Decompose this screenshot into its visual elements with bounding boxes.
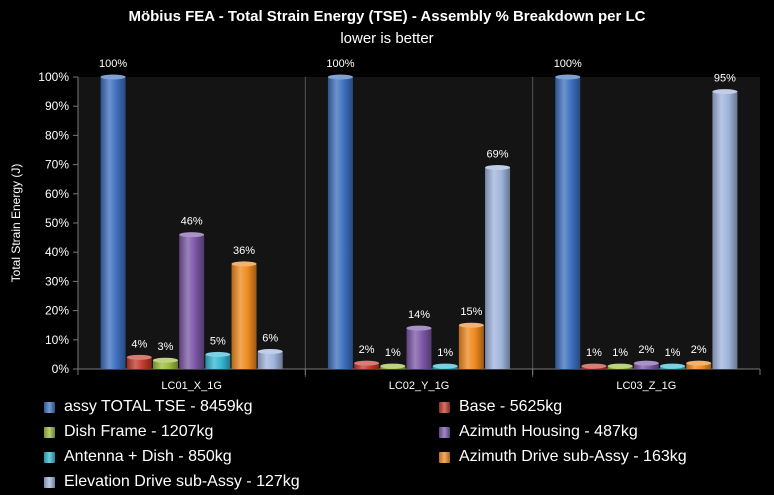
- bar-cap: [581, 363, 607, 369]
- legend-label: Elevation Drive sub-Assy - 127kg: [64, 473, 300, 490]
- bar-cap: [607, 363, 633, 369]
- y-tick-label: 40%: [45, 245, 69, 259]
- legend-label: Azimuth Housing - 487kg: [459, 423, 638, 440]
- chart-title: Möbius FEA - Total Strain Energy (TSE) -…: [128, 8, 646, 25]
- legend-item: assy TOTAL TSE - 8459kg: [44, 398, 253, 416]
- legend-swatch: [44, 476, 55, 488]
- legend-item: Base - 5625kg: [439, 398, 562, 416]
- bar-4-LC02_Y_1G: [406, 328, 432, 369]
- data-label: 100%: [99, 58, 127, 70]
- data-label: 3%: [158, 341, 174, 353]
- bar-cap: [686, 360, 712, 366]
- bar-6-LC01_X_1G: [231, 263, 257, 369]
- data-label: 5%: [210, 335, 226, 347]
- bar-cap: [179, 232, 205, 238]
- bar-cap: [152, 357, 178, 363]
- bar-7-LC02_Y_1G: [485, 167, 511, 369]
- bar-cap: [406, 325, 432, 331]
- legend-item: Dish Frame - 1207kg: [44, 423, 213, 441]
- legend-label: Base - 5625kg: [459, 398, 563, 415]
- y-tick-label: 10%: [45, 333, 69, 347]
- bar-1-LC01_X_1G: [100, 77, 126, 369]
- legend-item: Elevation Drive sub-Assy - 127kg: [44, 473, 300, 491]
- chart-subtitle: lower is better: [340, 30, 434, 47]
- legend-item: Azimuth Drive sub-Assy - 163kg: [439, 448, 687, 466]
- bar-5-LC01_X_1G: [205, 354, 231, 369]
- bar-cap: [458, 322, 484, 328]
- legend-swatch: [439, 401, 450, 413]
- bar-7-LC03_Z_1G: [712, 91, 738, 369]
- x-tick-label: LC02_Y_1G: [389, 380, 450, 392]
- legend-label: Azimuth Drive sub-Assy - 163kg: [459, 448, 687, 465]
- bar-cap: [354, 360, 380, 366]
- bar-cap: [660, 363, 686, 369]
- x-tick-label: LC01_X_1G: [161, 380, 222, 392]
- data-label: 1%: [385, 347, 401, 359]
- bar-cap: [432, 363, 458, 369]
- data-label: 36%: [233, 245, 255, 257]
- y-tick-label: 90%: [45, 99, 69, 113]
- bar-cap: [712, 89, 738, 95]
- legend-label: Dish Frame - 1207kg: [64, 423, 214, 440]
- legend-swatch: [44, 401, 55, 413]
- bar-2-LC01_X_1G: [126, 357, 152, 369]
- data-label: 14%: [408, 309, 430, 321]
- legend-swatch: [44, 426, 55, 438]
- data-label: 95%: [714, 73, 736, 85]
- data-label: 4%: [131, 338, 147, 350]
- data-label: 69%: [487, 149, 509, 161]
- bar-cap: [205, 351, 231, 357]
- bar-4-LC01_X_1G: [179, 234, 205, 369]
- legend-label: Antenna + Dish - 850kg: [64, 448, 232, 465]
- data-label: 46%: [181, 216, 203, 228]
- bar-cap: [100, 74, 126, 80]
- bar-cap: [555, 74, 581, 80]
- data-label: 6%: [262, 332, 278, 344]
- bar-3-LC01_X_1G: [152, 360, 178, 369]
- legend-label: assy TOTAL TSE - 8459kg: [64, 398, 253, 415]
- y-tick-label: 80%: [45, 128, 69, 142]
- data-label: 2%: [638, 344, 654, 356]
- y-tick-label: 20%: [45, 304, 69, 318]
- bar-cap: [231, 261, 257, 267]
- data-label: 1%: [586, 347, 602, 359]
- y-axis-title: Total Strain Energy (J): [9, 164, 23, 283]
- bar-1-LC02_Y_1G: [327, 77, 353, 369]
- legend-item: Azimuth Housing - 487kg: [439, 423, 638, 441]
- bar-cap: [257, 348, 283, 354]
- data-label: 1%: [437, 347, 453, 359]
- legend-item: Antenna + Dish - 850kg: [44, 448, 232, 466]
- x-tick-label: LC03_Z_1G: [616, 380, 676, 392]
- y-tick-label: 50%: [45, 216, 69, 230]
- data-label: 1%: [665, 347, 681, 359]
- data-label: 100%: [554, 58, 582, 70]
- legend-swatch: [439, 451, 450, 463]
- data-label: 2%: [691, 344, 707, 356]
- data-label: 1%: [612, 347, 628, 359]
- bar-cap: [380, 363, 406, 369]
- data-label: 2%: [359, 344, 375, 356]
- legend-swatch: [44, 451, 55, 463]
- legend-swatch: [439, 426, 450, 438]
- y-tick-label: 60%: [45, 187, 69, 201]
- bar-cap: [126, 354, 152, 360]
- bar-cap: [327, 74, 353, 80]
- bar-cap: [633, 360, 659, 366]
- y-tick-label: 70%: [45, 158, 69, 172]
- y-tick-label: 0%: [52, 362, 70, 376]
- data-label: 15%: [460, 306, 482, 318]
- bar-cap: [485, 165, 511, 171]
- bar-7-LC01_X_1G: [257, 351, 283, 369]
- bar-1-LC03_Z_1G: [555, 77, 581, 369]
- bar-6-LC02_Y_1G: [458, 325, 484, 369]
- y-tick-label: 100%: [38, 70, 69, 84]
- data-label: 100%: [326, 58, 354, 70]
- y-tick-label: 30%: [45, 274, 69, 288]
